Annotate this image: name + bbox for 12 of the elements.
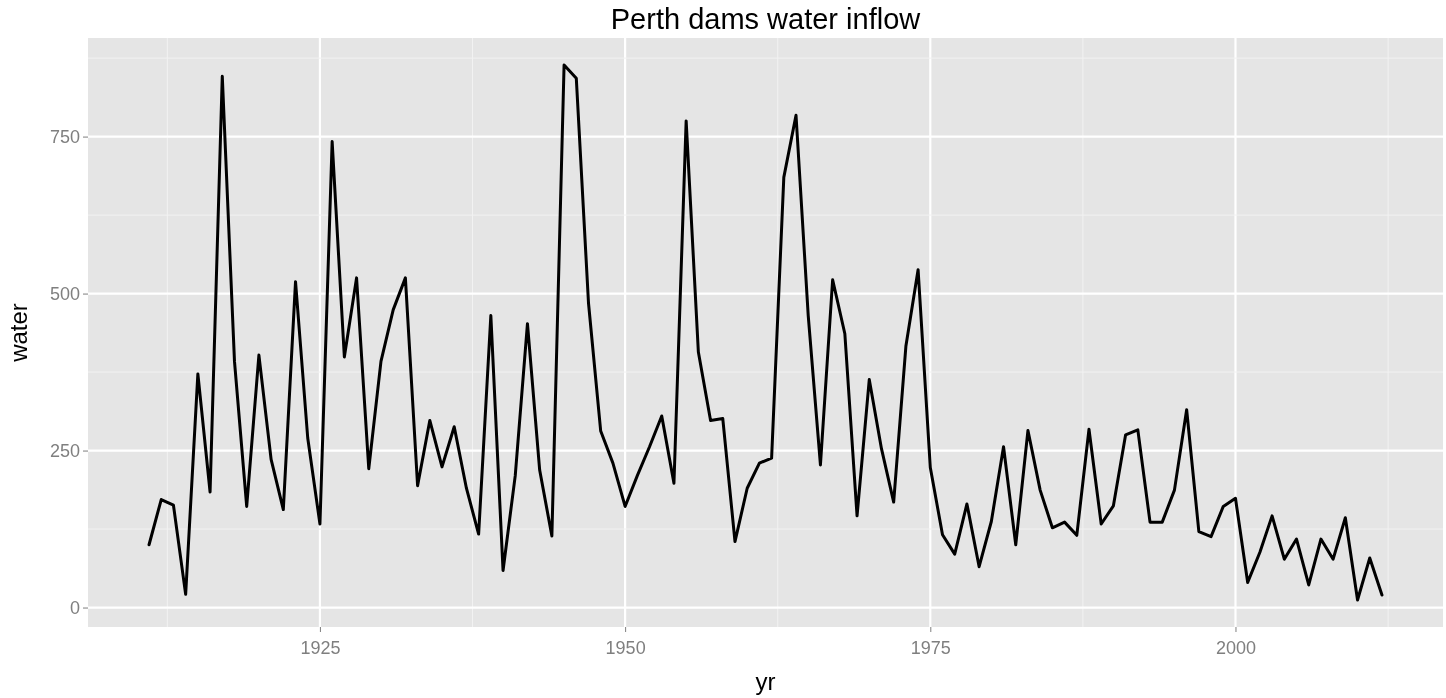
y-axis-title: water — [5, 303, 32, 363]
x-tick-label: 1975 — [910, 637, 951, 658]
chart-title: Perth dams water inflow — [610, 3, 922, 35]
x-tick-label: 2000 — [1215, 637, 1256, 658]
x-axis-title: yr — [755, 668, 776, 695]
y-tick-label: 250 — [49, 440, 80, 461]
x-tick-label: 1925 — [300, 637, 341, 658]
y-tick-label: 750 — [49, 126, 80, 147]
y-tick-label: 0 — [69, 597, 80, 618]
line-series — [147, 63, 1384, 602]
x-tick-label: 1950 — [605, 637, 646, 658]
y-tick-label: 500 — [49, 283, 80, 304]
